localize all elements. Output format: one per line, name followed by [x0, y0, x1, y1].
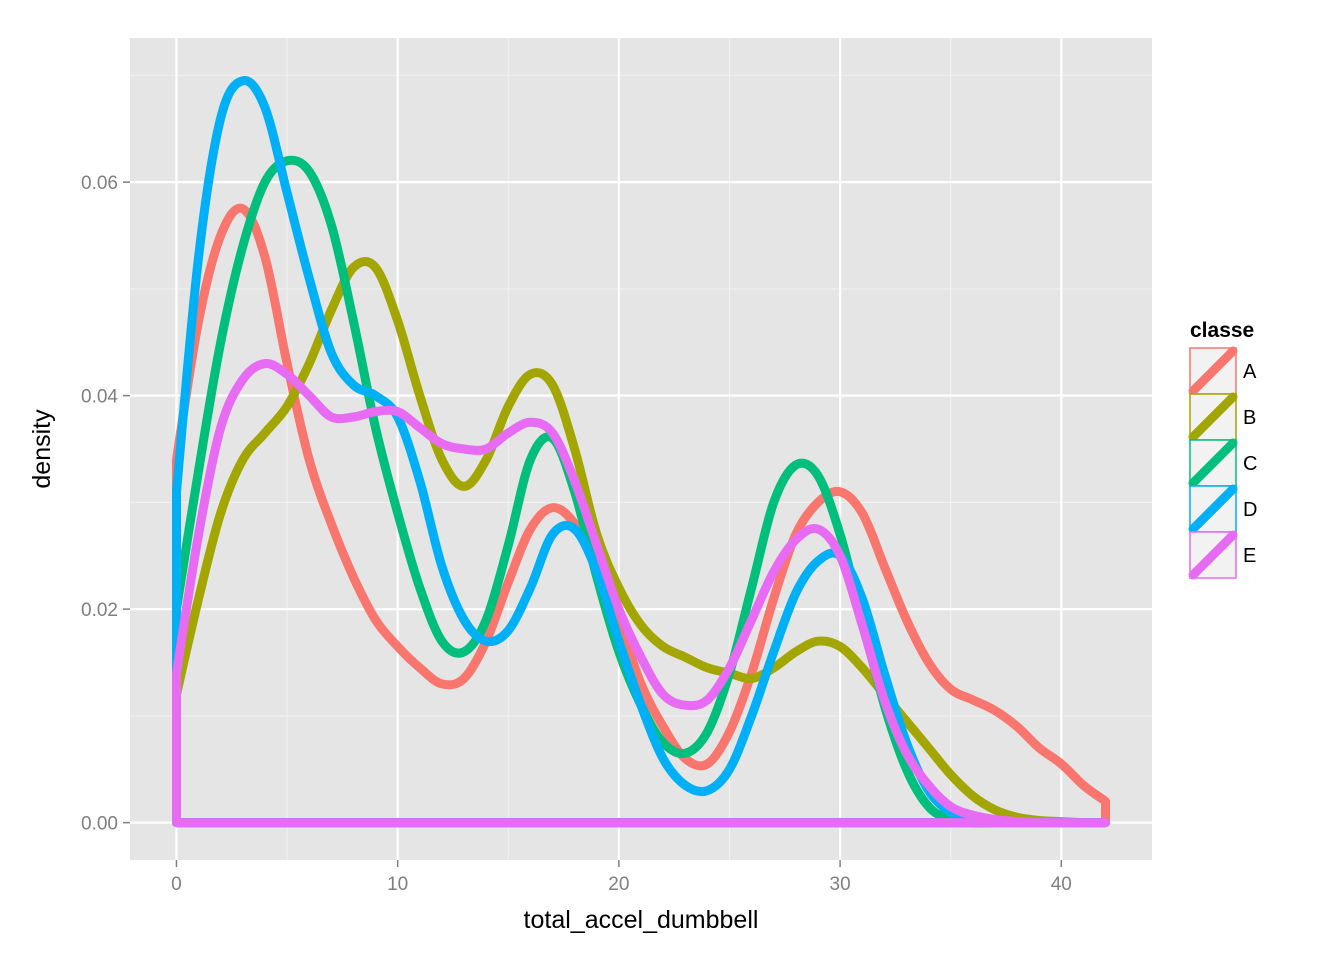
- legend-swatch-E: [1188, 530, 1238, 580]
- x-tick-label: 20: [608, 874, 629, 895]
- series-line-D: [172, 76, 1110, 828]
- legend-item-B: B: [1188, 392, 1256, 442]
- y-tick-label: 0.06: [81, 173, 118, 194]
- x-tick-label: 40: [1051, 874, 1072, 895]
- y-tick-label: 0.02: [81, 600, 118, 621]
- legend-swatch-B: [1188, 392, 1238, 442]
- legend-label-B: B: [1243, 407, 1256, 429]
- series-lines: [172, 76, 1110, 828]
- x-axis: 0 10 20 30 40: [171, 860, 1072, 895]
- legend-item-C: C: [1188, 438, 1257, 488]
- plot-panel: [130, 38, 1152, 860]
- legend-item-D: D: [1188, 484, 1257, 534]
- y-tick-label: 0.04: [81, 387, 118, 408]
- x-axis-title: total_accel_dumbbell: [524, 906, 759, 934]
- legend-label-A: A: [1243, 361, 1257, 383]
- legend-label-C: C: [1243, 453, 1257, 475]
- legend-swatch-A: [1188, 346, 1238, 396]
- y-axis: 0.00 0.02 0.04 0.06: [81, 173, 130, 835]
- x-tick-label: 0: [171, 874, 182, 895]
- x-tick-label: 10: [387, 874, 408, 895]
- legend-swatch-C: [1188, 438, 1238, 488]
- y-axis-title: density: [28, 409, 56, 489]
- series-line-E: [172, 359, 1110, 828]
- legend-item-E: E: [1188, 530, 1256, 580]
- y-tick-label: 0.00: [81, 814, 118, 835]
- series-line-B: [172, 257, 1110, 828]
- legend-label-E: E: [1243, 545, 1256, 567]
- legend: classe A B C D E: [1188, 319, 1257, 580]
- legend-swatch-D: [1188, 484, 1238, 534]
- legend-title: classe: [1190, 319, 1254, 342]
- series-line-A: [172, 203, 1110, 828]
- legend-item-A: A: [1188, 346, 1257, 396]
- x-tick-label: 30: [830, 874, 851, 895]
- legend-label-D: D: [1243, 499, 1257, 521]
